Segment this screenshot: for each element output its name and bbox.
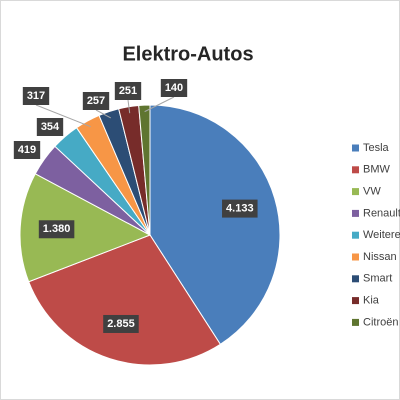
legend-label: Renault [363, 207, 400, 219]
data-label: 1.380 [43, 223, 71, 235]
pie-slice [138, 104, 151, 236]
legend-swatch [352, 275, 359, 283]
leader-line [35, 104, 91, 128]
legend-label: VW [363, 186, 381, 198]
pie-slice [28, 234, 222, 366]
legend-swatch [352, 188, 359, 196]
data-label-box [82, 92, 110, 110]
data-label: 140 [165, 82, 183, 94]
legend-label: Tesla [363, 142, 390, 154]
legend-label: Kia [363, 295, 380, 307]
data-label: 2.855 [107, 318, 135, 330]
data-label-box [222, 199, 258, 218]
legend-swatch [352, 209, 359, 217]
data-label-box [114, 82, 142, 100]
data-label-box [22, 87, 50, 105]
legend-swatch [352, 231, 359, 239]
legend-label: Citroën [363, 316, 398, 328]
legend-swatch [352, 318, 359, 326]
data-label: 257 [87, 95, 105, 107]
legend-label: Smart [363, 273, 392, 285]
legend-label: BMW [363, 164, 391, 176]
legend-label: Nissan [363, 251, 397, 263]
legend-swatch [352, 144, 359, 152]
data-label-box [103, 314, 139, 333]
legend-swatch [352, 253, 359, 261]
pie-slice [149, 104, 281, 345]
legend-label: Weitere [363, 229, 400, 241]
data-label: 317 [27, 90, 45, 102]
leader-line [144, 96, 175, 113]
data-label: 354 [41, 121, 60, 133]
data-label-box [160, 79, 188, 97]
chart-title: Elektro-Autos [122, 43, 253, 65]
leader-line [127, 99, 131, 114]
leader-line [95, 109, 112, 119]
data-label-box [38, 220, 75, 239]
data-label-box [36, 118, 64, 136]
data-label: 419 [18, 144, 36, 156]
data-label: 251 [119, 85, 137, 97]
data-label: 4.133 [226, 203, 254, 215]
data-label-box [13, 141, 41, 159]
pie-slice [19, 173, 152, 283]
legend-swatch [352, 166, 359, 174]
legend-swatch [352, 297, 359, 305]
